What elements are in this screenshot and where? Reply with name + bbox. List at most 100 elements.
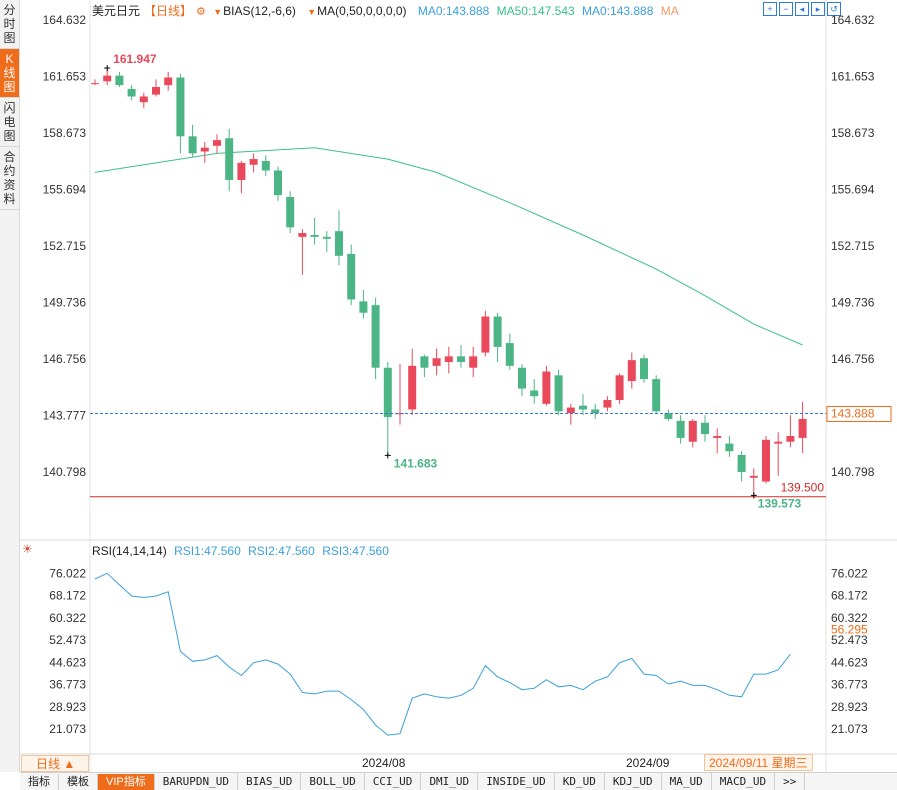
price-tick-left: 140.798 bbox=[43, 465, 87, 479]
rsi-tick-left: 68.172 bbox=[49, 589, 86, 603]
candle-down bbox=[383, 367, 392, 418]
high-annotation-label: 161.947 bbox=[113, 52, 157, 66]
more-tabs-icon[interactable]: >> bbox=[775, 773, 806, 790]
candle-up bbox=[798, 418, 807, 438]
candle-down bbox=[225, 138, 234, 180]
indicator-tab-barupdn-ud[interactable]: BARUPDN_UD bbox=[155, 773, 238, 790]
indicator-tab-kd-ud[interactable]: KD_UD bbox=[555, 773, 605, 790]
candle-down bbox=[725, 443, 734, 452]
candle-up bbox=[213, 140, 221, 146]
ma50-value: MA50:147.543 bbox=[496, 4, 575, 18]
rsi-tick-right: 68.172 bbox=[831, 589, 868, 603]
tab-kline[interactable]: K线图 bbox=[0, 49, 19, 98]
tab-timeshare[interactable]: 分时图 bbox=[0, 0, 19, 49]
price-tick-right: 164.632 bbox=[831, 13, 875, 27]
current-price-box bbox=[826, 405, 892, 422]
rsi2-value: RSI2:47.560 bbox=[248, 544, 315, 558]
candle-up bbox=[786, 436, 795, 442]
candle-down bbox=[530, 390, 539, 397]
candle-up bbox=[237, 162, 246, 180]
rsi-tick-right: 36.773 bbox=[831, 678, 868, 692]
main-legend: 美元日元 【日线】 ⚙ ▼BIAS(12,-6,6) ▼MA(0,50,0,0,0,… bbox=[92, 2, 683, 18]
indicator-tab-kdj-ud[interactable]: KDJ_UD bbox=[605, 773, 662, 790]
indicator-tab-templates[interactable]: 模板 bbox=[59, 774, 98, 790]
bias-indicator[interactable]: ▼BIAS(12,-6,6) bbox=[213, 4, 300, 18]
rsi-current-label: 56.295 bbox=[831, 622, 868, 636]
rsi-tick-left: 52.473 bbox=[49, 633, 86, 647]
rsi-tick-left: 76.022 bbox=[49, 566, 86, 580]
candle-down bbox=[335, 231, 343, 256]
zoom-in-icon[interactable]: + bbox=[763, 2, 777, 16]
rsi-tick-right: 76.022 bbox=[831, 566, 868, 580]
candle-up bbox=[103, 75, 112, 82]
candle-down bbox=[737, 454, 746, 473]
candle-down bbox=[359, 301, 368, 313]
period-label[interactable]: 【日线】 bbox=[144, 4, 193, 18]
rsi-tick-right: 44.623 bbox=[831, 655, 868, 669]
tab-flash-chart[interactable]: 闪电图 bbox=[0, 98, 19, 147]
candle-up bbox=[762, 439, 770, 482]
ma-indicator-label: MA(0,50,0,0,0,0) bbox=[317, 4, 407, 18]
ma-value-last: MA bbox=[660, 4, 679, 18]
rsi-line bbox=[94, 572, 791, 736]
candle-down bbox=[701, 422, 709, 435]
candle-up bbox=[298, 233, 307, 237]
rsi-tick-right: 60.322 bbox=[831, 611, 868, 625]
tab-contract-info[interactable]: 合约资料 bbox=[0, 147, 19, 210]
price-tick-left: 152.715 bbox=[43, 239, 87, 253]
rsi-tick-right: 28.923 bbox=[831, 700, 868, 714]
rsi-tick-left: 44.623 bbox=[49, 655, 86, 669]
candle-down bbox=[261, 160, 270, 171]
indicator-tab-inside-ud[interactable]: INSIDE_UD bbox=[478, 773, 555, 790]
candle-up bbox=[688, 420, 697, 442]
rsi-tick-right: 21.073 bbox=[831, 722, 868, 736]
indicator-tab-bias-ud[interactable]: BIAS_UD bbox=[238, 773, 302, 790]
candle-down bbox=[420, 356, 429, 368]
price-tick-left: 149.736 bbox=[43, 296, 87, 310]
candle-up bbox=[164, 77, 173, 86]
candle-down bbox=[518, 367, 526, 389]
candle-down bbox=[188, 136, 197, 154]
candle-down bbox=[322, 236, 331, 239]
mid-low-annotation-label: 141.683 bbox=[394, 456, 438, 470]
candle-up bbox=[152, 86, 160, 95]
candle-up bbox=[444, 356, 453, 363]
scroll-right-icon[interactable]: ▸ bbox=[811, 2, 825, 16]
rsi-settings-icon[interactable]: ☀ bbox=[22, 542, 33, 556]
candle-up bbox=[91, 83, 99, 85]
candle-up bbox=[615, 375, 624, 400]
rsi-legend: RSI(14,14,14) RSI1:47.560 RSI2:47.560 RS… bbox=[92, 544, 393, 560]
ma50-line bbox=[94, 147, 803, 346]
indicator-tab-boll-ud[interactable]: BOLL_UD bbox=[301, 773, 365, 790]
price-chart[interactable]: 164.632 164.632 161.653 161.653 158.673 158.6… bbox=[0, 0, 897, 772]
price-tick-right: 158.673 bbox=[831, 126, 875, 140]
indicator-tabs: 指标 模板 VIP指标 BARUPDN_UD BIAS_UD BOLL_UD CCI_UD D… bbox=[20, 772, 897, 790]
indicator-tab-ma-ud[interactable]: MA_UD bbox=[662, 773, 712, 790]
rsi-tick-left: 36.773 bbox=[49, 678, 86, 692]
indicator-tab-vip[interactable]: VIP指标 bbox=[98, 774, 155, 790]
indicator-tab-indicators[interactable]: 指标 bbox=[20, 774, 59, 790]
period-button[interactable]: 日线 ▲ bbox=[21, 755, 89, 772]
candle-up bbox=[566, 407, 575, 414]
indicator-tab-dmi-ud[interactable]: DMI_UD bbox=[421, 773, 479, 790]
ma0-value: MA0:143.888 bbox=[417, 4, 490, 18]
ma-indicator[interactable]: ▼MA(0,50,0,0,0,0) bbox=[307, 4, 410, 18]
candle-down bbox=[664, 413, 673, 419]
date-label-aug: 2024/08 bbox=[362, 756, 406, 770]
zoom-out-icon[interactable]: − bbox=[779, 2, 793, 16]
candle-up bbox=[432, 358, 441, 366]
candle-down bbox=[176, 77, 185, 137]
scroll-left-icon[interactable]: ◂ bbox=[795, 2, 809, 16]
candle-down bbox=[579, 405, 587, 410]
rsi-indicator-name[interactable]: RSI(14,14,14) bbox=[92, 544, 167, 558]
chart-toolbar: + − ◂ ▸ ↺ bbox=[763, 1, 843, 16]
indicator-tab-macd-ud[interactable]: MACD_UD bbox=[712, 773, 776, 790]
price-tick-right: 161.653 bbox=[831, 70, 875, 84]
instrument-title: 美元日元 bbox=[92, 4, 141, 18]
reset-icon[interactable]: ↺ bbox=[827, 2, 841, 16]
settings-gear-icon[interactable]: ⚙ bbox=[196, 6, 206, 18]
rsi3-value: RSI3:47.560 bbox=[322, 544, 389, 558]
rsi-tick-right: 52.473 bbox=[831, 633, 868, 647]
indicator-tab-cci-ud[interactable]: CCI_UD bbox=[365, 773, 422, 790]
